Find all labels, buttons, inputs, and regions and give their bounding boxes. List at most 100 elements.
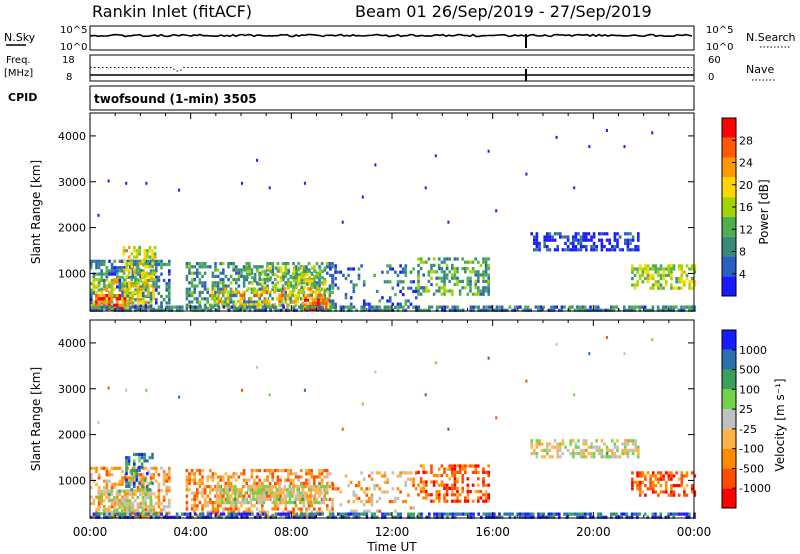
heatmap-cell (556, 232, 559, 236)
heatmap-cell (268, 472, 272, 476)
heatmap-cell (585, 455, 588, 459)
heatmap-cell (324, 308, 327, 312)
heatmap-cell (235, 306, 238, 310)
heatmap-cell (110, 281, 114, 285)
heatmap-cell (190, 507, 194, 511)
heatmap-cell (581, 512, 584, 516)
heatmap-cell (251, 512, 254, 516)
heatmap-cell (342, 512, 345, 516)
heatmap-cell (252, 494, 255, 498)
heatmap-cell (283, 501, 286, 505)
heatmap-cell (247, 488, 250, 492)
heatmap-cell (357, 515, 361, 519)
heatmap-cell (253, 294, 256, 298)
heatmap-cell (279, 288, 283, 293)
heatmap-cell (313, 497, 316, 501)
heatmap-cell (292, 262, 295, 266)
heatmap-cell (120, 502, 124, 506)
heatmap-cell (222, 478, 225, 482)
heatmap-cell (165, 285, 168, 289)
heatmap-cell (271, 297, 274, 301)
heatmap-cell (482, 260, 485, 264)
heatmap-cell (337, 512, 340, 516)
heatmap-cell (582, 442, 585, 446)
heatmap-cell (297, 475, 300, 479)
heatmap-cell (438, 512, 441, 516)
heatmap-cell (471, 499, 475, 503)
heatmap-cell (662, 273, 665, 277)
heatmap-cell (244, 491, 247, 495)
heatmap-cell (298, 272, 301, 277)
heatmap-cell (599, 512, 603, 516)
heatmap-cell (339, 490, 343, 494)
heatmap-cell (466, 464, 470, 468)
heatmap-cell (404, 302, 408, 306)
heatmap-cell (284, 504, 287, 508)
heatmap-cell (311, 298, 315, 302)
heatmap-cell (329, 299, 332, 303)
heatmap-cell (445, 483, 449, 487)
heatmap-cell (651, 484, 655, 488)
heatmap-cell (292, 481, 295, 485)
heatmap-cell (136, 259, 140, 263)
heatmap-cell (327, 296, 331, 300)
heatmap-cell (123, 300, 127, 304)
freq-frame (89, 54, 695, 82)
heatmap-cell (224, 497, 228, 501)
heatmap-cell (685, 515, 688, 519)
heatmap-cell (196, 268, 199, 272)
heatmap-cell (388, 267, 392, 271)
heatmap-cell (95, 515, 98, 519)
heatmap-cell (352, 509, 356, 513)
heatmap-cell (637, 452, 640, 456)
heatmap-cell (155, 466, 158, 470)
heatmap-cell (646, 273, 650, 277)
heatmap-cell (203, 485, 207, 489)
heatmap-cell (266, 262, 269, 266)
heatmap-cell (129, 469, 132, 474)
heatmap-cell (551, 455, 554, 459)
heatmap-cell (487, 512, 491, 516)
heatmap-cell (649, 267, 652, 271)
heatmap-cell (149, 278, 153, 282)
heatmap-cell (540, 448, 544, 452)
heatmap-cell (207, 512, 210, 516)
freq-left-label-2: [MHz] (4, 68, 33, 79)
heatmap-cell (261, 481, 264, 485)
heatmap-cell (456, 305, 460, 309)
heatmap-cell (329, 515, 332, 519)
heatmap-cell (388, 500, 392, 504)
heatmap-cell (669, 308, 673, 312)
scatter-cell (573, 393, 576, 397)
heatmap-cell (445, 273, 449, 277)
heatmap-cell (232, 475, 235, 479)
heatmap-cell (148, 488, 152, 492)
heatmap-cell (621, 442, 624, 446)
heatmap-cell (326, 271, 329, 275)
heatmap-cell (552, 305, 556, 309)
heatmap-cell (201, 494, 204, 498)
heatmap-cell (664, 515, 668, 519)
heatmap-cell (649, 286, 652, 290)
heatmap-cell (157, 275, 161, 279)
heatmap-cell (582, 448, 585, 452)
heatmap-cell (456, 283, 459, 287)
heatmap-cell (196, 488, 199, 492)
heatmap-cell (466, 499, 470, 503)
heatmap-cell (289, 281, 293, 285)
heatmap-cell (214, 268, 217, 272)
heatmap-cell (319, 485, 323, 489)
heatmap-cell (214, 472, 217, 476)
heatmap-cell (135, 475, 139, 479)
heatmap-cell (360, 512, 363, 516)
heatmap-cell (323, 290, 326, 294)
heatmap-cell (162, 262, 166, 267)
heatmap-cell (316, 512, 319, 516)
y-tick-label: 3000 (58, 383, 86, 396)
heatmap-cell (291, 501, 294, 505)
heatmap-cell (131, 492, 135, 496)
heatmap-cell (254, 485, 258, 489)
heatmap-cell (108, 294, 111, 298)
heatmap-cell (250, 300, 254, 304)
heatmap-cell (284, 469, 287, 473)
